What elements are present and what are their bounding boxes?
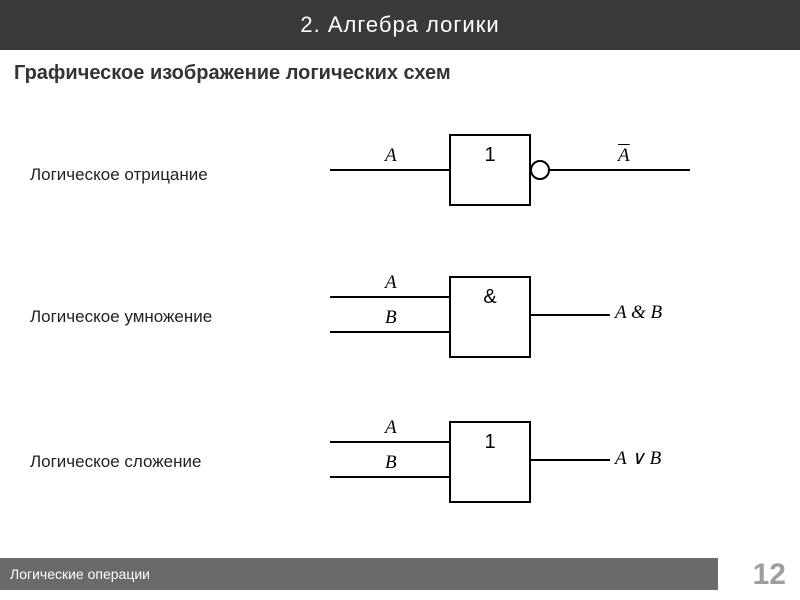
wire-label: A ∨ B bbox=[615, 447, 661, 470]
logic-row-0: Логическое отрицание 1 A A bbox=[0, 115, 800, 235]
wire-label: B bbox=[385, 307, 397, 329]
logic-row-1: Логическое умножение & AB A & B bbox=[0, 257, 800, 377]
logic-diagram: 1 AB A ∨ B bbox=[290, 402, 710, 522]
slide-subtitle: Графическое изображение логических схем bbox=[0, 50, 800, 97]
logic-row-2: Логическое сложение 1 AB A ∨ B bbox=[0, 402, 800, 522]
wire-label: A bbox=[618, 145, 630, 167]
svg-text:&: & bbox=[483, 286, 497, 308]
svg-text:1: 1 bbox=[484, 431, 495, 453]
gate-svg: 1 bbox=[290, 115, 710, 235]
row-label: Логическое умножение bbox=[0, 307, 290, 327]
wire-label: A bbox=[385, 272, 397, 294]
wire-label: B bbox=[385, 452, 397, 474]
footer-text: Логические операции bbox=[10, 566, 150, 582]
slide-content: Логическое отрицание1AAЛогическое умноже… bbox=[0, 97, 800, 567]
slide-footer: Логические операции bbox=[0, 558, 718, 590]
wire-label: A & B bbox=[615, 302, 662, 324]
logic-diagram: & AB A & B bbox=[290, 257, 710, 377]
page-number: 12 bbox=[753, 558, 786, 592]
wire-label: A bbox=[385, 417, 397, 439]
logic-diagram: 1 A A bbox=[290, 115, 710, 235]
svg-text:1: 1 bbox=[484, 144, 495, 166]
row-label: Логическое отрицание bbox=[0, 165, 290, 185]
wire-label: A bbox=[385, 145, 397, 167]
slide-header: 2. Алгебра логики bbox=[0, 0, 800, 50]
row-label: Логическое сложение bbox=[0, 452, 290, 472]
slide-title: 2. Алгебра логики bbox=[300, 12, 499, 38]
